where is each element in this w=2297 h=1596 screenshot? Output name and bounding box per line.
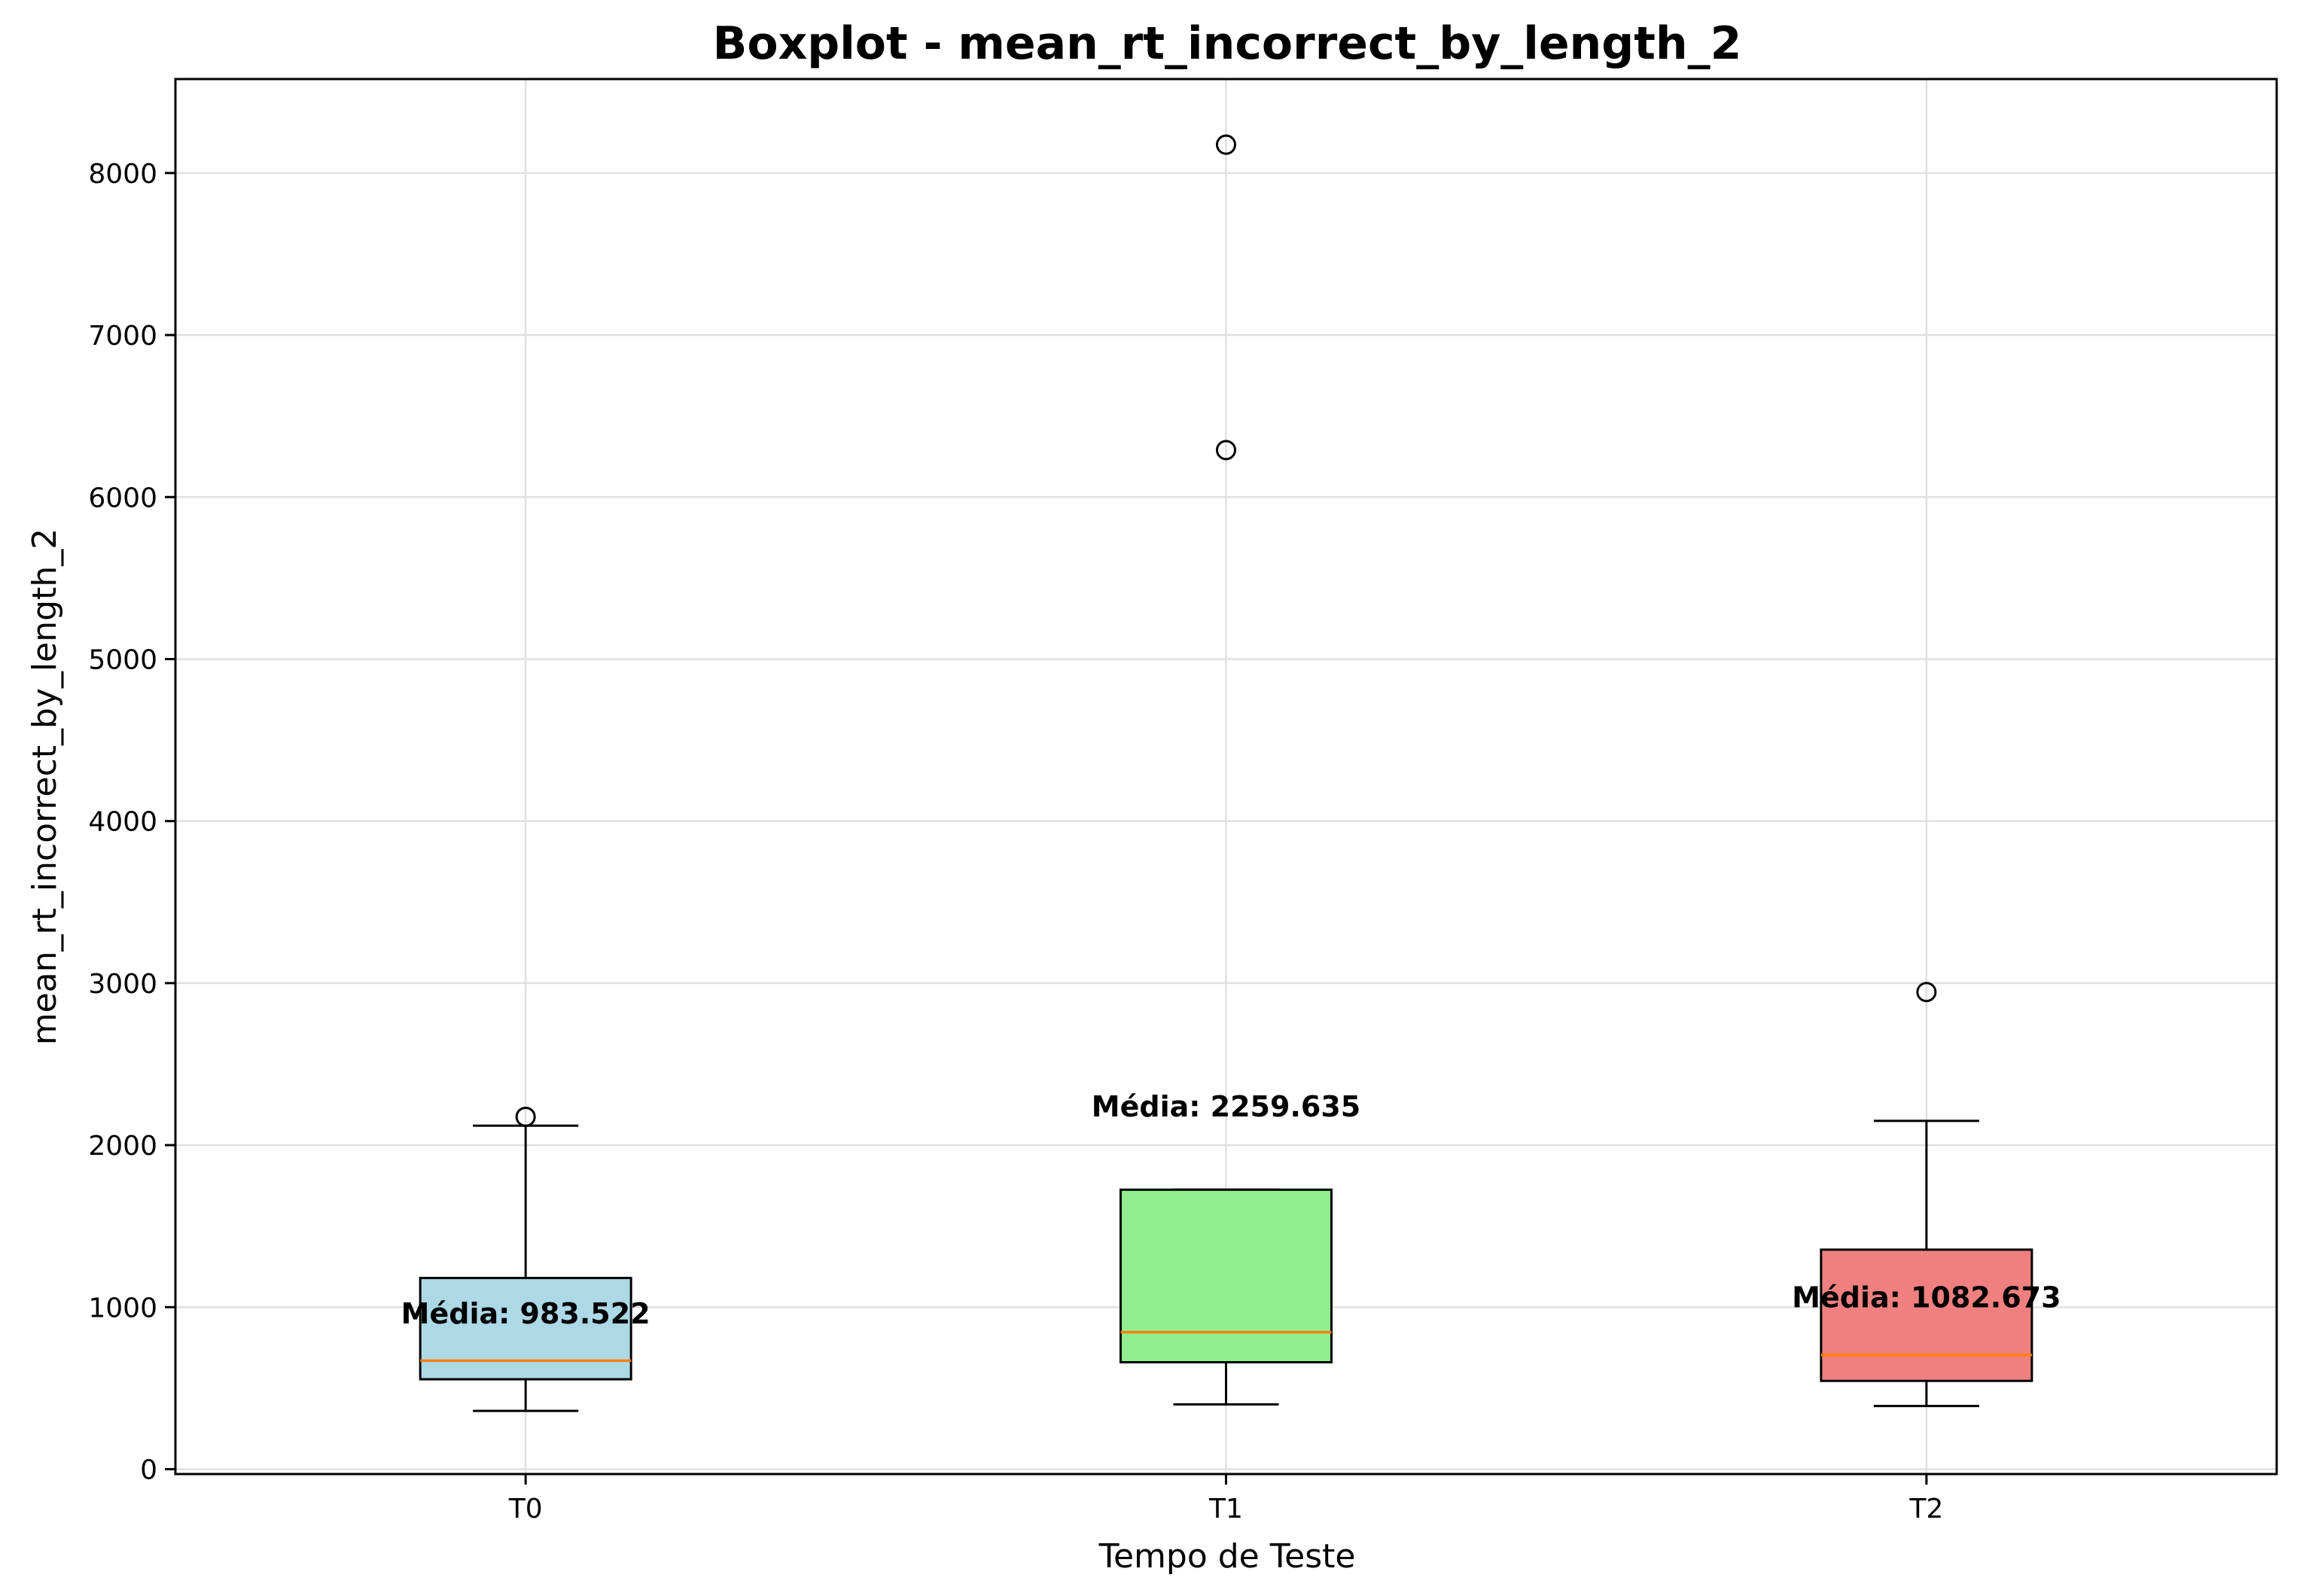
y-axis-label: mean_rt_incorrect_by_length_2	[26, 528, 64, 1046]
y-tick-label: 0	[140, 1455, 157, 1486]
mean-annotations: Média: 983.522 Média: 2259.635 Média: 1082…	[401, 1090, 2061, 1330]
chart-title: Boxplot - mean_rt_incorrect_by_length_2	[713, 17, 1742, 70]
x-axis-label: Tempo de Teste	[1098, 1537, 1356, 1576]
x-tick-label: T0	[508, 1494, 543, 1524]
y-tick-label: 6000	[88, 483, 157, 513]
outlier-point	[1216, 440, 1236, 461]
y-tick-label: 1000	[88, 1293, 157, 1323]
ticks: 0 1000 2000 3000 4000 5000 6000 7000 8000 T0 T1 T2	[88, 159, 1943, 1524]
box-t1	[1120, 1188, 1333, 1364]
mean-label-t0: Média: 983.522	[401, 1297, 650, 1330]
box-t2	[1820, 1248, 2033, 1382]
outlier-point	[515, 1106, 536, 1127]
boxes	[419, 134, 2033, 1412]
x-tick-label: T2	[1909, 1494, 1943, 1524]
box-group-t2	[1820, 982, 2033, 1408]
y-tick-label: 3000	[88, 969, 157, 1000]
outlier-point	[1916, 982, 1937, 1003]
y-tick-label: 5000	[88, 644, 157, 675]
mean-label-t2: Média: 1082.673	[1792, 1281, 2061, 1314]
y-tick-label: 7000	[88, 321, 157, 352]
outlier-point	[1216, 134, 1236, 155]
x-tick-label: T1	[1208, 1494, 1243, 1524]
mean-label-t1: Média: 2259.635	[1092, 1090, 1360, 1123]
y-tick-label: 2000	[88, 1131, 157, 1162]
box-group-t0	[419, 1106, 632, 1412]
y-tick-label: 4000	[88, 807, 157, 838]
box-t0	[419, 1277, 632, 1381]
y-tick-label: 8000	[88, 159, 157, 190]
box-group-t1	[1120, 134, 1333, 1406]
